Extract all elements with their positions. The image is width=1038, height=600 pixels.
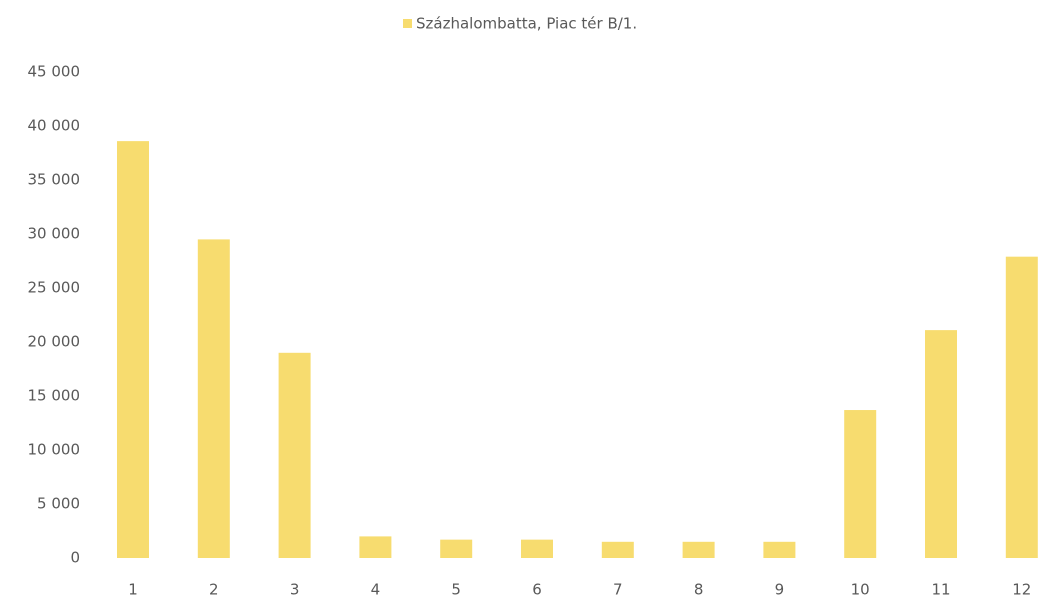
bar [1005, 256, 1038, 558]
x-tick-label: 12 [1012, 581, 1031, 599]
bar [521, 539, 553, 558]
y-tick-label: 20 000 [28, 333, 81, 351]
x-tick-label: 7 [613, 581, 623, 599]
y-tick-label: 45 000 [28, 63, 81, 81]
bar [278, 352, 311, 558]
y-tick-label: 25 000 [28, 279, 81, 297]
x-tick-label: 5 [451, 581, 461, 599]
x-tick-label: 11 [931, 581, 950, 599]
x-tick-label: 10 [851, 581, 870, 599]
x-tick-label: 4 [371, 581, 381, 599]
y-tick-label: 40 000 [28, 117, 81, 135]
bar [440, 539, 473, 558]
bar [197, 239, 230, 558]
x-tick-label: 8 [694, 581, 704, 599]
x-tick-label: 2 [209, 581, 219, 599]
legend-label: Százhalombatta, Piac tér B/1. [416, 15, 637, 33]
y-tick-label: 10 000 [28, 441, 81, 459]
x-tick-label: 6 [532, 581, 542, 599]
bar [359, 536, 392, 558]
bar [925, 330, 957, 558]
legend-marker [403, 19, 412, 28]
bar [117, 141, 149, 558]
y-tick-label: 5 000 [37, 495, 80, 513]
x-tick-label: 9 [775, 581, 785, 599]
bar [601, 541, 634, 558]
bar [844, 410, 877, 558]
y-tick-label: 30 000 [28, 225, 81, 243]
bar [682, 541, 715, 558]
x-tick-label: 1 [128, 581, 138, 599]
bar [763, 541, 796, 558]
y-tick-label: 35 000 [28, 171, 81, 189]
x-tick-label: 3 [290, 581, 300, 599]
y-tick-label: 15 000 [28, 387, 81, 405]
y-tick-label: 0 [70, 549, 80, 567]
